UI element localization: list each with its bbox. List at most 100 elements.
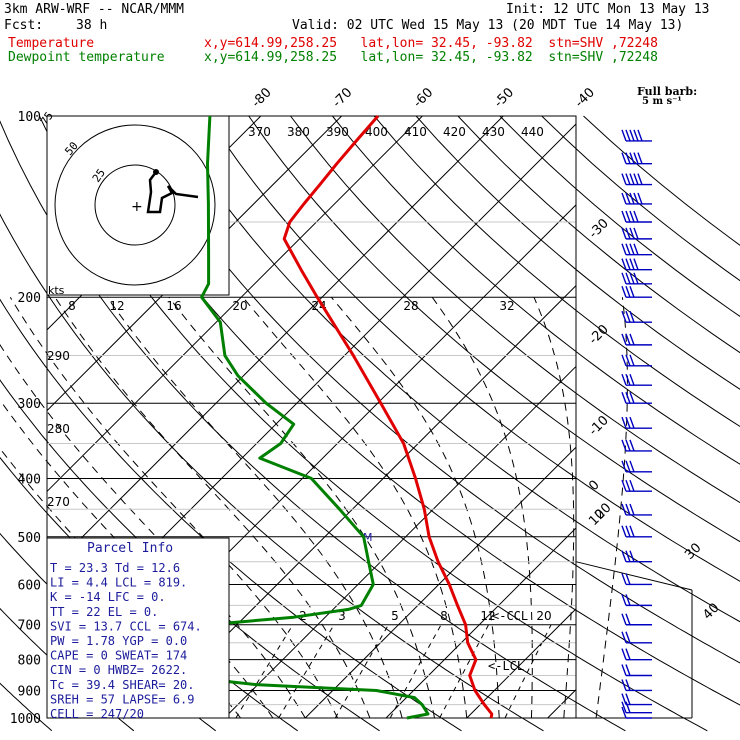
parcel-info-row: SVI = 13.7 CCL = 674. xyxy=(50,619,202,633)
wind-barb-flag xyxy=(625,439,631,452)
wind-barb-flag xyxy=(621,439,627,452)
dry-adiabat-line xyxy=(164,115,740,623)
wind-barb-flag xyxy=(633,152,639,164)
wind-barb-flag xyxy=(633,210,639,223)
wind-barb-flag xyxy=(621,679,627,691)
dry-adiabat-line xyxy=(332,115,740,465)
wind-barb-flag xyxy=(625,679,631,691)
wind-barb-flag xyxy=(625,503,631,516)
m-marker: M xyxy=(363,531,373,544)
theta-label: 280 xyxy=(47,422,70,436)
isotherm-label: -80 xyxy=(249,85,275,111)
wind-barb-flag xyxy=(621,285,627,298)
wind-barb-flag xyxy=(629,479,635,492)
pressure-label: 600 xyxy=(18,578,41,593)
wind-barb-flag xyxy=(629,243,635,255)
wind-barb-flag xyxy=(625,173,631,185)
wind-barb-flag xyxy=(621,152,627,164)
pressure-label: 500 xyxy=(18,531,41,546)
mixing-ratio-label: 20 xyxy=(536,609,551,623)
wind-barb-flag xyxy=(625,227,631,240)
moist-adiabat-line xyxy=(9,296,339,719)
parcel-info-row: Tc = 39.4 SHEAR= 20. xyxy=(50,678,195,692)
speed-tick-label: 20 xyxy=(232,299,247,313)
barb-legend-line1: Full barb: xyxy=(637,85,697,98)
speed-tick-label: 32 xyxy=(499,299,514,313)
wind-barb-flag xyxy=(629,373,635,386)
wind-barb-flag xyxy=(629,173,635,185)
dry-adiabat-line xyxy=(122,115,740,664)
wind-barb-flag xyxy=(629,354,635,367)
wind-barb-flag xyxy=(625,285,631,298)
wind-barb-flag xyxy=(625,373,631,386)
isotherm-line xyxy=(46,115,423,492)
wind-barb-flag xyxy=(625,701,631,713)
wind-barb-flag xyxy=(637,173,643,185)
dry-adiabat-line xyxy=(373,115,740,428)
wind-barb-flag xyxy=(621,258,627,270)
wind-barb-flag xyxy=(625,525,631,538)
wind-barb-flag xyxy=(629,258,635,270)
wind-barb-flag xyxy=(625,594,631,606)
wind-barb-flag xyxy=(629,391,635,404)
wind-barb-flag xyxy=(633,173,639,185)
wind-barb-flag xyxy=(621,706,627,719)
wind-barb-flag xyxy=(625,460,631,473)
dewpoint-line xyxy=(191,115,430,720)
wind-barb-flag xyxy=(625,613,631,625)
mixing-ratio-line xyxy=(334,624,389,719)
wind-barb-flag xyxy=(625,416,631,429)
barb-legend-line2: 5 m s⁻¹ xyxy=(642,96,682,107)
speed-tick-label: 16 xyxy=(166,299,181,313)
wind-barb-flag xyxy=(625,479,631,492)
wind-barb-flag xyxy=(621,173,627,185)
wind-barb-flag xyxy=(629,285,635,298)
hodograph-start-dot xyxy=(153,169,159,175)
dry-adiabat-line xyxy=(248,115,740,543)
wind-barb-flag xyxy=(625,152,631,164)
dry-adiabat-line xyxy=(38,115,708,732)
moist-adiabat-line xyxy=(242,296,468,719)
wind-barb-flag xyxy=(621,129,627,142)
hodograph-ring xyxy=(54,124,216,286)
isotherm-label: -50 xyxy=(491,85,517,111)
pressure-label: 900 xyxy=(18,684,41,699)
isotherm-label: -10 xyxy=(586,413,612,439)
hodograph-units-label: kts xyxy=(48,284,65,297)
frame-diagonal xyxy=(575,561,693,591)
wind-barb-flag xyxy=(629,192,635,205)
parcel-info-row: CELL = 247/20 xyxy=(50,707,144,721)
wind-barb-flag xyxy=(621,243,627,255)
wind-barb-flag xyxy=(621,594,627,606)
parcel-info-row: CIN = 0 HWBZ= 2622. xyxy=(50,663,187,677)
hodograph-ring-label: 75 xyxy=(38,109,56,127)
parcel-info-row: TT = 22 EL = 0. xyxy=(50,605,158,619)
parcel-info-row: PW = 1.78 YGP = 0.0 xyxy=(50,634,187,648)
wind-barb-flag xyxy=(625,243,631,255)
hodograph-trace xyxy=(146,171,199,214)
init-time: Init: 12 UTC Mon 13 May 13 xyxy=(506,2,710,17)
dry-adiabat-line xyxy=(206,115,740,582)
wind-barb-flag xyxy=(621,416,627,429)
wind-barb-flag xyxy=(629,310,635,323)
mixing-ratio-label: 5 xyxy=(391,609,399,623)
wind-barb-flag xyxy=(621,648,627,660)
wind-barb-flag xyxy=(629,152,635,164)
mixing-ratio-label: 12 xyxy=(480,609,495,623)
parcel-info-row: LI = 4.4 LCL = 819. xyxy=(50,576,187,590)
theta-label: 420 xyxy=(443,125,466,139)
theta-label: 440 xyxy=(521,125,544,139)
wind-barb-flag xyxy=(629,416,635,429)
wind-barb-flag xyxy=(633,243,639,255)
forecast-hours: 38 h xyxy=(76,18,108,33)
wind-barb-flag xyxy=(629,439,635,452)
hodograph-origin: + xyxy=(131,199,143,215)
isotherm-line xyxy=(385,527,577,719)
theta-label: 380 xyxy=(287,125,310,139)
mixing-ratio-label: 8 xyxy=(440,609,448,623)
isotherm-label: -60 xyxy=(411,85,437,111)
parcel-info-row: CAPE = 0 SWEAT= 174 xyxy=(50,649,187,663)
wind-barb-flag xyxy=(621,503,627,516)
pressure-label: 700 xyxy=(18,619,41,634)
